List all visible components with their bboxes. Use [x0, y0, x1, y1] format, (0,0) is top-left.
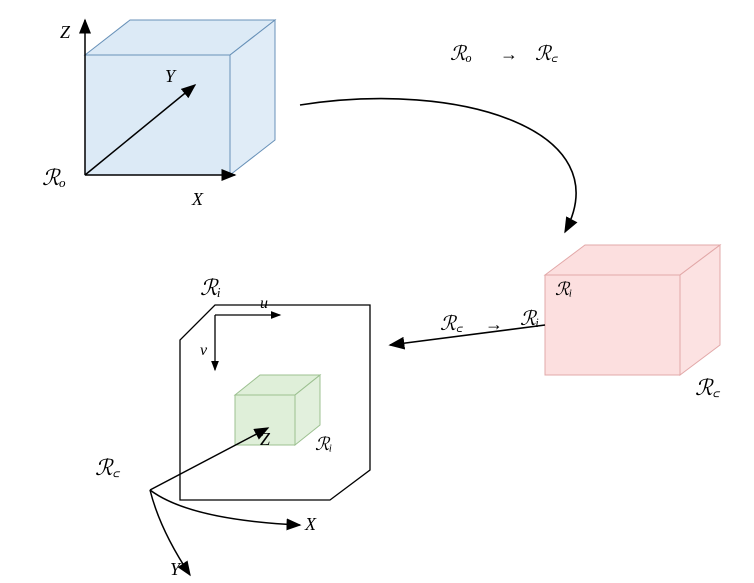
label-trans2b: ℛᵢ — [520, 308, 539, 330]
label-Z1: Z — [60, 22, 71, 42]
label-u: u — [260, 295, 268, 312]
cam-z-axis — [150, 428, 268, 490]
label-Rc_small: ℛ꜀ — [95, 455, 121, 480]
label-trans1b: ℛ꜀ — [535, 43, 558, 65]
label-X2: X — [304, 514, 317, 534]
label-Ro: ℛₒ — [42, 165, 66, 190]
label-trans2a: ℛ꜀ — [440, 313, 463, 335]
label-Ri_small: ℛᵢ — [315, 434, 332, 454]
label-Ri_main: ℛᵢ — [200, 275, 221, 300]
coordinate-transform-diagram: ℛₒℛ꜀ℛᵢℛ꜀ℛᵢℛₒℛ꜀ℛ꜀ℛᵢℛᵢZYXXYZuv→→ — [0, 0, 754, 583]
label-trans2arrow: → — [485, 314, 503, 334]
label-trans1a: ℛₒ — [450, 43, 472, 65]
label-X1: X — [191, 189, 204, 209]
label-Z2: Z — [260, 429, 271, 449]
label-Ri_onred: ℛᵢ — [555, 279, 572, 299]
cam-x-axis — [150, 490, 300, 525]
label-trans1arrow: → — [500, 44, 518, 64]
transform-arrow-ro-rc — [300, 99, 576, 232]
label-Rc_big: ℛ꜀ — [695, 375, 721, 400]
label-v: v — [200, 342, 208, 359]
label-Y2: Y — [170, 559, 182, 579]
